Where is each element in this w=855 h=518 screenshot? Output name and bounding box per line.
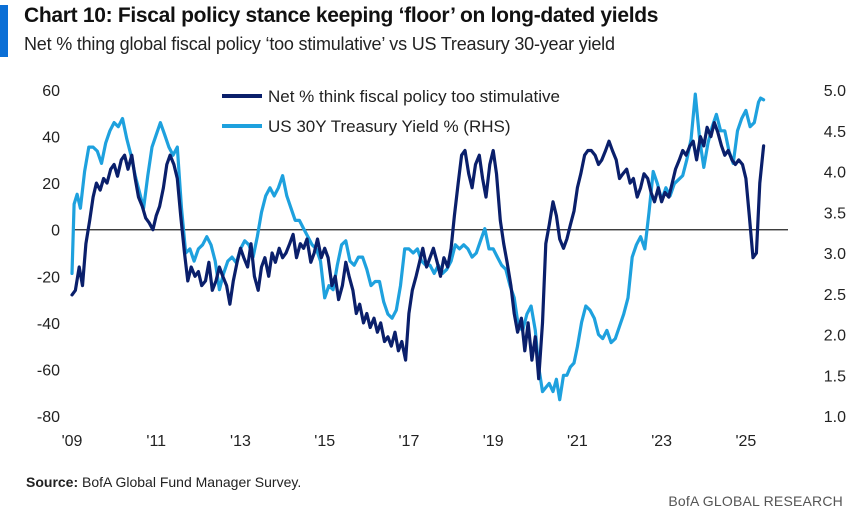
series-line-fiscal-stimulus — [70, 121, 766, 381]
y-left-tick-label: 60 — [42, 83, 60, 100]
y-right-tick-label: 1.0 — [824, 409, 846, 426]
y-right-tick-label: 3.0 — [824, 246, 846, 263]
legend-label: Net % think fiscal policy too stimulativ… — [268, 87, 560, 106]
chart-title: Chart 10: Fiscal policy stance keeping ‘… — [24, 4, 659, 27]
series-line-treasury-yield — [70, 92, 766, 402]
legend-label: US 30Y Treasury Yield % (RHS) — [268, 117, 511, 136]
legend: Net % think fiscal policy too stimulativ… — [222, 87, 560, 136]
x-tick-label: '23 — [651, 433, 672, 450]
y-right-tick-label: 1.5 — [824, 368, 846, 385]
y-left-tick-label: 40 — [42, 130, 60, 147]
series-group — [70, 92, 766, 402]
x-tick-label: '11 — [146, 433, 166, 450]
y-left-tick-label: 0 — [51, 223, 60, 240]
y-left-tick-label: -20 — [37, 269, 60, 286]
brand-footer: BofA GLOBAL RESEARCH — [668, 493, 843, 509]
x-tick-label: '21 — [567, 433, 588, 450]
x-tick-label: '13 — [230, 433, 251, 450]
accent-bar — [0, 5, 8, 57]
y-right-tick-label: 2.0 — [824, 328, 846, 345]
x-tick-label: '19 — [483, 433, 504, 450]
x-tick-label: '09 — [62, 433, 83, 450]
y-left-tick-label: -40 — [37, 316, 60, 333]
line-chart: 60 40 20 0 -20 -40 -60 -80 5.0 4.5 4.0 3.5 3.0 2.5 2.… — [37, 83, 846, 450]
y-right-tick-label: 2.5 — [824, 287, 846, 304]
x-tick-label: '15 — [314, 433, 335, 450]
y-left-tick-label: -80 — [37, 409, 60, 426]
chart-subtitle: Net % thing global fiscal policy ‘too st… — [24, 34, 615, 54]
y-right-tick-label: 4.5 — [824, 124, 846, 141]
source-note: Source: BofA Global Fund Manager Survey. — [26, 474, 301, 490]
y-right-tick-label: 4.0 — [824, 165, 846, 182]
y-left-tick-label: -60 — [37, 362, 60, 379]
y-right-tick-label: 3.5 — [824, 205, 846, 222]
y-left-axis: 60 40 20 0 -20 -40 -60 -80 — [37, 83, 60, 426]
x-tick-label: '17 — [399, 433, 420, 450]
y-right-axis: 5.0 4.5 4.0 3.5 3.0 2.5 2.0 1.5 1.0 — [824, 83, 846, 426]
source-label: Source: — [26, 474, 79, 490]
y-left-tick-label: 20 — [42, 176, 60, 193]
x-axis: '09 '11 '13 '15 '17 '19 '21 '23 '25 — [62, 433, 757, 450]
x-tick-label: '25 — [735, 433, 756, 450]
y-right-tick-label: 5.0 — [824, 83, 846, 100]
source-text: BofA Global Fund Manager Survey. — [78, 474, 302, 490]
